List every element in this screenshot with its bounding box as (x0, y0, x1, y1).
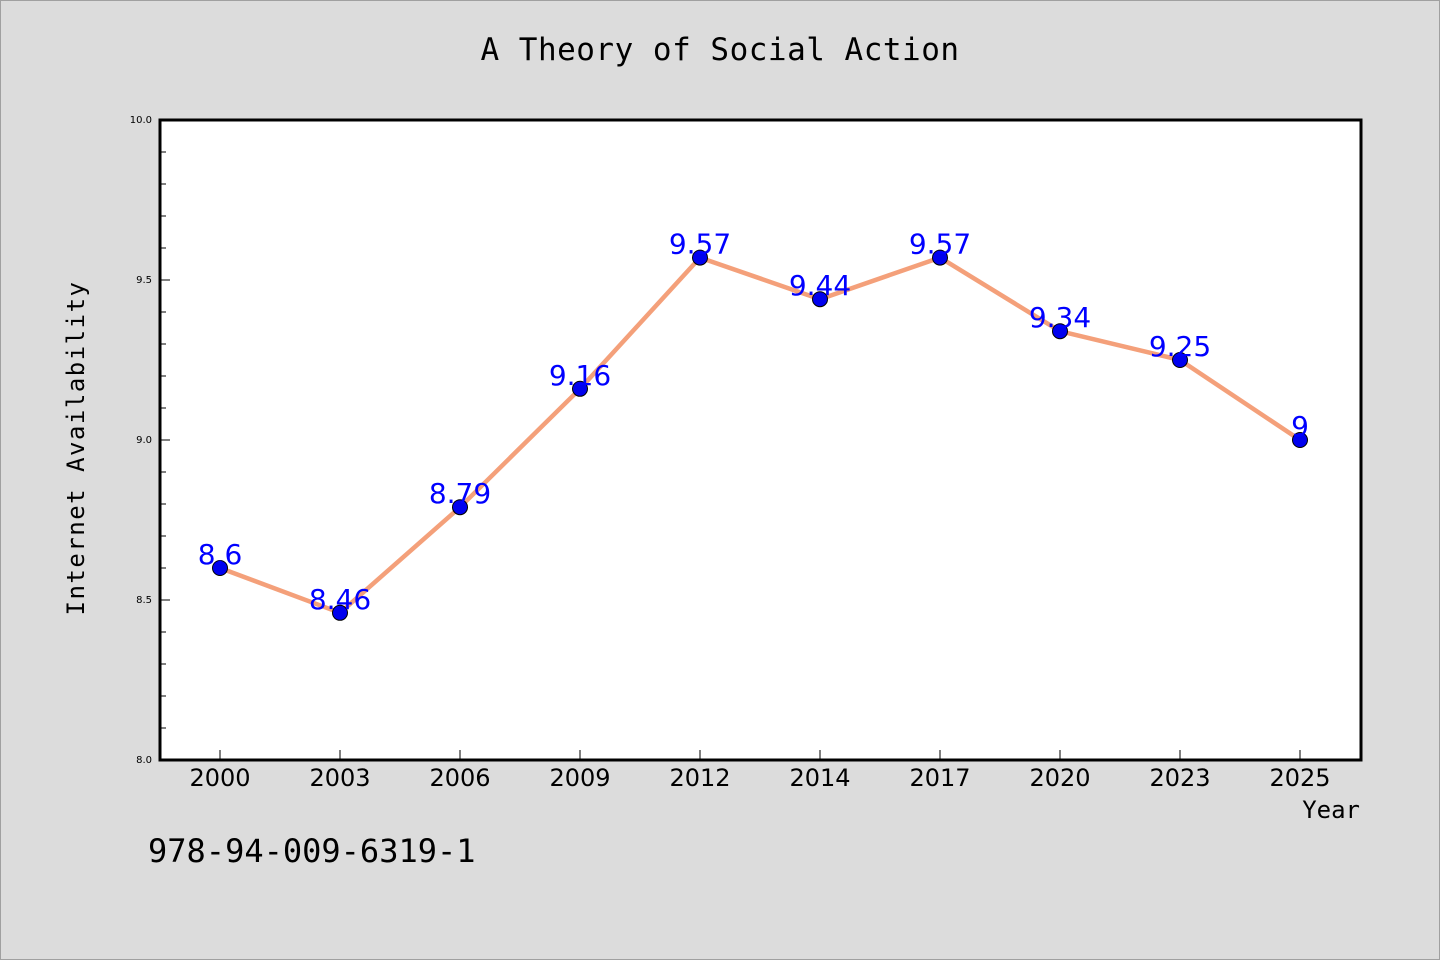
y-tick-label: 9.0 (136, 435, 152, 446)
data-label: 9.16 (549, 359, 611, 392)
data-label: 9.57 (669, 228, 731, 261)
x-tick-label: 2025 (1269, 764, 1330, 792)
x-axis-title: Year (1302, 796, 1360, 824)
data-label: 9 (1291, 410, 1309, 443)
y-tick-label: 9.5 (136, 275, 152, 286)
data-point (1292, 432, 1308, 448)
data-label: 9.25 (1149, 330, 1211, 363)
y-axis: 8.0 8.5 9.0 9.5 10.0 (130, 115, 170, 766)
y-axis-title: Internet Availability (62, 280, 90, 616)
data-point (932, 249, 948, 266)
series-layer: 8.6 8.46 8.79 9.16 9.57 9.44 9.57 9.34 9.25 9 (198, 228, 1309, 621)
chart-title: A Theory of Social Action (480, 32, 960, 68)
data-point (572, 380, 588, 397)
x-tick-label: 2017 (909, 764, 970, 792)
y-tick-label: 8.5 (136, 595, 152, 606)
data-label: 8.79 (429, 477, 491, 510)
x-tick-label: 2000 (189, 764, 250, 792)
plot-area (158, 118, 1363, 762)
data-label: 9.57 (909, 228, 971, 261)
x-tick-label: 2012 (669, 764, 730, 792)
data-point (332, 604, 348, 621)
data-label: 9.44 (789, 269, 851, 302)
y-tick-label: 10.0 (130, 115, 152, 126)
x-tick-label: 2006 (429, 764, 490, 792)
x-tick-label: 2023 (1149, 764, 1210, 792)
data-point (452, 499, 468, 516)
data-point (1172, 352, 1188, 368)
x-tick-label: 2014 (789, 764, 850, 792)
data-point (812, 291, 828, 308)
data-point (692, 249, 708, 266)
x-tick-label: 2020 (1029, 764, 1090, 792)
x-tick-label: 2003 (309, 764, 370, 792)
data-label: 8.46 (309, 583, 371, 616)
isbn-text: 978-94-009-6319-1 (148, 832, 476, 870)
data-label: 8.6 (198, 538, 243, 571)
data-point (212, 560, 228, 576)
x-tick-label: 2009 (549, 764, 610, 792)
data-point (1052, 323, 1068, 340)
y-tick-label: 8.0 (136, 755, 152, 766)
series-line (217, 255, 1303, 616)
data-label: 9.34 (1029, 301, 1091, 334)
x-axis: 2000 2003 2006 2009 2012 2014 2017 2020 2023 2025 (189, 750, 1331, 792)
